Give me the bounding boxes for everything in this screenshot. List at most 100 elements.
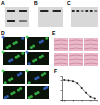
panel-label: E	[52, 30, 56, 36]
blot-band	[94, 10, 97, 12]
blot-band	[7, 20, 15, 22]
tissue-fiber	[84, 44, 98, 45]
histology-image	[84, 38, 98, 51]
cell-signal	[28, 81, 31, 84]
blot-background	[5, 7, 29, 27]
cell-signal	[15, 56, 18, 59]
fluorescence-image	[3, 71, 25, 84]
cell-signal	[4, 81, 7, 84]
tick-mark	[64, 100, 65, 102]
axis-line	[63, 101, 98, 102]
tissue-fiber	[54, 48, 68, 49]
cell-signal	[8, 60, 11, 63]
data-point	[72, 80, 74, 82]
tissue-fiber	[54, 44, 68, 45]
tick	[64, 100, 65, 102]
tick	[61, 100, 63, 101]
histology-image	[84, 53, 98, 66]
tick-mark	[61, 100, 63, 101]
blot-band	[7, 10, 15, 12]
blot-band	[19, 10, 27, 12]
cell-signal	[26, 70, 29, 73]
data-point	[94, 97, 96, 99]
blot-band	[72, 10, 75, 12]
blot-band	[85, 10, 88, 12]
cell-signal	[6, 46, 9, 49]
tick-mark	[61, 80, 63, 81]
blot-band	[40, 10, 49, 12]
cell-signal	[26, 36, 29, 39]
blot-background	[71, 7, 98, 27]
tick	[82, 100, 83, 102]
tissue-fiber	[84, 40, 98, 41]
cell-signal	[45, 37, 48, 40]
fluorescence-image	[3, 52, 25, 65]
tissue-fiber	[69, 55, 83, 56]
tissue-fiber	[69, 48, 83, 49]
data-point	[76, 82, 78, 84]
tissue-fiber	[69, 63, 83, 64]
tick	[61, 80, 63, 81]
tissue-fiber	[69, 40, 83, 41]
cell-signal	[21, 52, 24, 55]
blot-band	[76, 10, 79, 12]
blot-background	[38, 7, 63, 27]
panel-label: C	[67, 0, 71, 6]
panel-label: B	[34, 0, 38, 6]
axis-line	[61, 77, 63, 101]
tick-mark	[73, 100, 74, 102]
cell-signal	[28, 96, 31, 99]
histology-image	[69, 53, 83, 66]
tissue-fiber	[54, 55, 68, 56]
blot-band	[81, 10, 84, 12]
tissue-fiber	[69, 44, 83, 45]
fluorescence-image	[27, 37, 49, 50]
tissue-fiber	[84, 48, 98, 49]
tick	[90, 100, 91, 102]
panel-label: A	[1, 0, 5, 6]
cell-signal	[17, 88, 20, 91]
cell-signal	[2, 70, 5, 73]
cell-signal	[43, 87, 46, 90]
cell-signal	[10, 92, 13, 95]
cell-signal	[30, 46, 33, 49]
cell-signal	[34, 92, 37, 95]
tick-mark	[90, 100, 91, 102]
histology-image	[54, 38, 68, 51]
data-point	[68, 79, 70, 81]
tissue-fiber	[84, 55, 98, 56]
cell-signal	[28, 62, 31, 65]
tissue-fiber	[84, 59, 98, 60]
blot-band	[90, 10, 93, 12]
panel-label: F	[54, 68, 57, 74]
data-point	[85, 92, 87, 94]
cell-signal	[39, 56, 42, 59]
tick-mark	[61, 90, 63, 91]
cell-signal	[34, 77, 37, 80]
x-axis	[63, 100, 98, 102]
histology-image	[54, 53, 68, 66]
fluorescence-image	[3, 86, 25, 99]
blot-band	[52, 10, 61, 12]
cell-signal	[26, 51, 29, 54]
cell-signal	[41, 73, 44, 76]
tick	[73, 100, 74, 102]
cell-signal	[2, 36, 5, 39]
fluorescence-image	[27, 71, 49, 84]
tick	[61, 90, 63, 91]
tissue-fiber	[54, 59, 68, 60]
tissue-fiber	[84, 63, 98, 64]
histology-image	[69, 38, 83, 51]
cell-signal	[32, 60, 35, 63]
data-point	[63, 79, 65, 81]
cell-signal	[39, 41, 42, 44]
cell-signal	[17, 73, 20, 76]
fluorescence-image	[27, 86, 49, 99]
cell-signal	[8, 79, 11, 82]
data-point	[89, 96, 91, 98]
fluorescence-image	[3, 37, 25, 50]
tissue-fiber	[54, 40, 68, 41]
data-point	[81, 87, 83, 89]
panel-label: D	[1, 30, 5, 36]
tissue-fiber	[54, 63, 68, 64]
